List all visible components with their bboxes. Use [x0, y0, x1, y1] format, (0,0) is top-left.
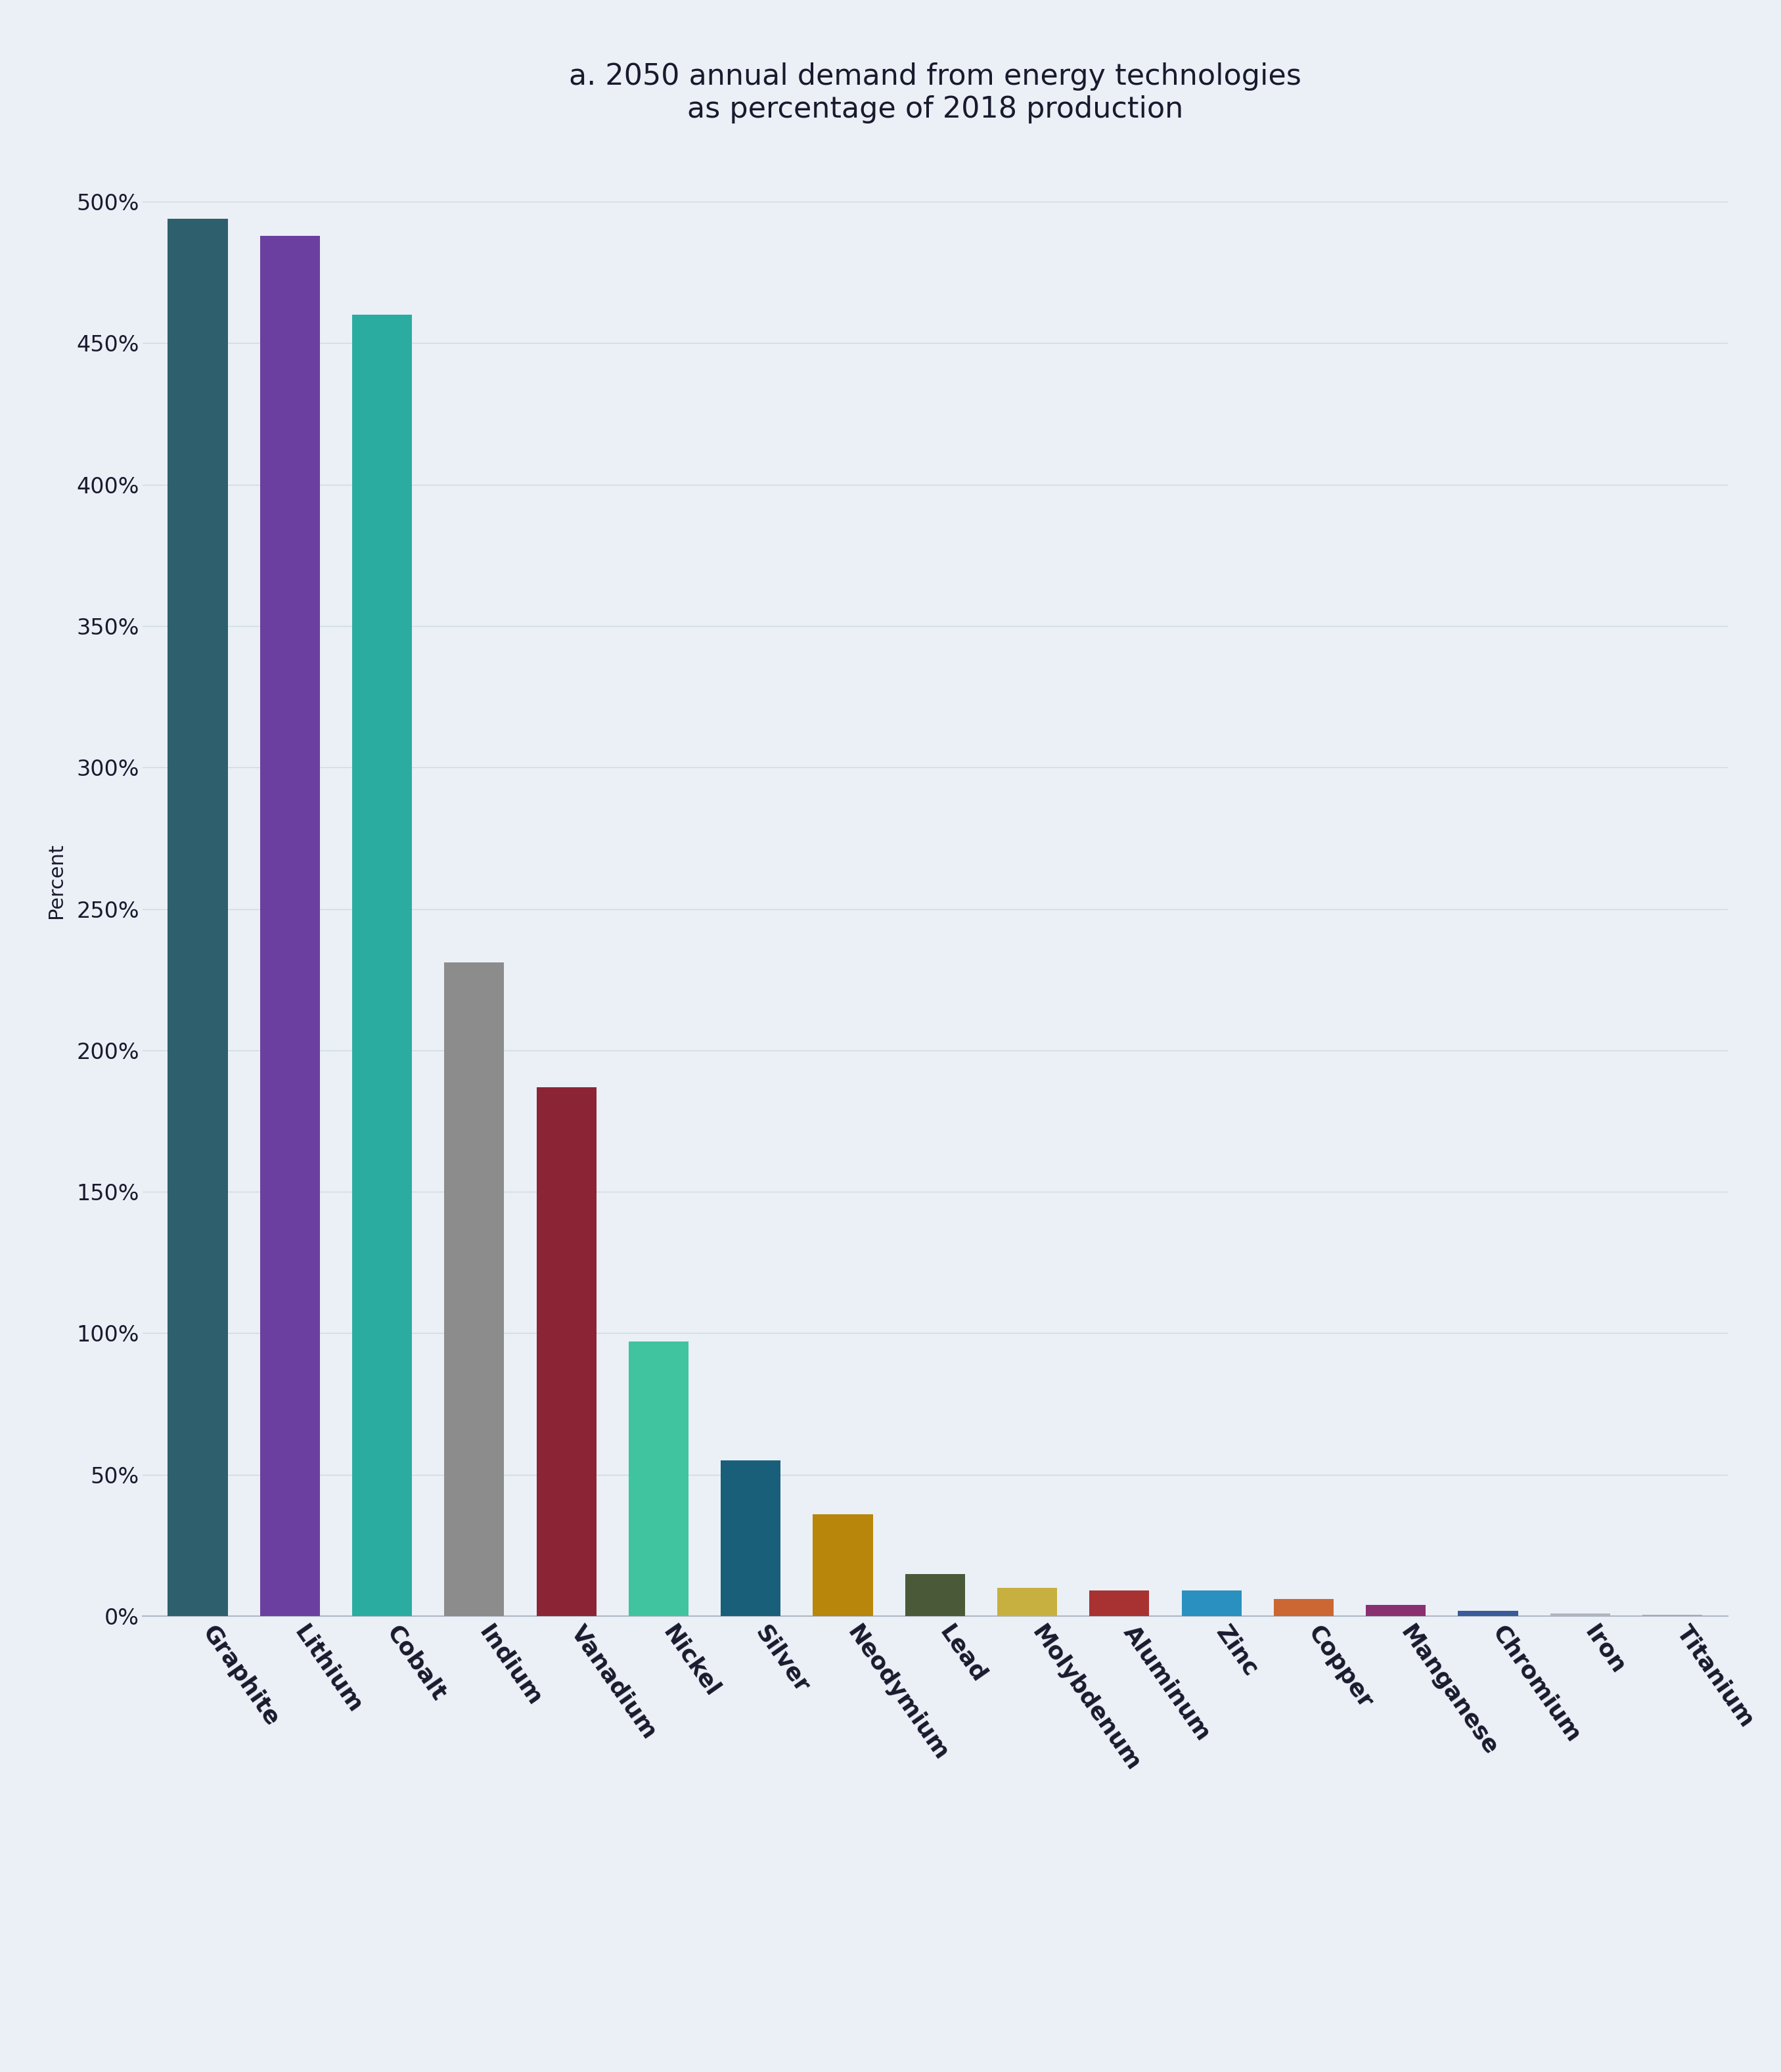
Bar	[721, 1461, 780, 1616]
Bar	[353, 315, 411, 1616]
Bar	[1181, 1591, 1241, 1616]
Bar	[1090, 1591, 1149, 1616]
Bar	[536, 1088, 597, 1616]
Bar	[260, 236, 321, 1616]
Bar	[905, 1575, 965, 1616]
Bar	[167, 220, 228, 1616]
Bar	[1273, 1600, 1334, 1616]
Bar	[629, 1343, 689, 1616]
Bar	[812, 1515, 873, 1616]
Title: a. 2050 annual demand from energy technologies
as percentage of 2018 production: a. 2050 annual demand from energy techno…	[568, 62, 1302, 124]
Bar	[1459, 1610, 1517, 1616]
Bar	[997, 1587, 1058, 1616]
Bar	[443, 963, 504, 1616]
Y-axis label: Percent: Percent	[46, 843, 66, 918]
Bar	[1549, 1614, 1610, 1616]
Bar	[1366, 1606, 1427, 1616]
